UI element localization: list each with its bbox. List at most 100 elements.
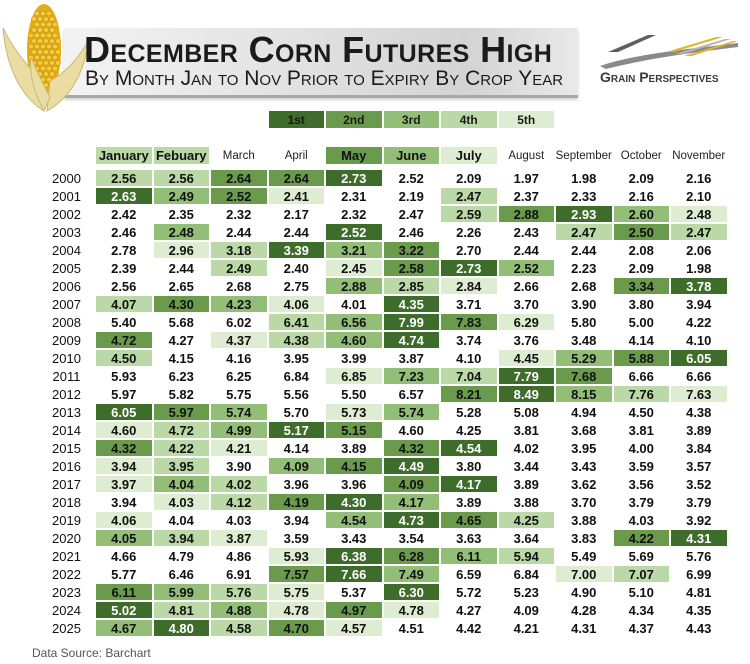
table-cell: 2.31 [325,187,383,205]
table-cell: 5.15 [325,421,383,439]
table-cell: 3.64 [497,529,555,547]
table-cell: 4.27 [440,601,498,619]
table-cell: 2.23 [555,259,613,277]
row-year-label: 2012 [38,385,95,403]
table-row: 2006 2.56 2.65 2.68 2.75 2.88 2.85 2.84 2.66 2.68… [38,277,728,295]
table-row: 2016 3.94 3.95 3.90 4.09 4.15 4.49 3.80 3.44 3.43… [38,457,728,475]
table-cell: 2.09 [440,169,498,187]
corn-kernel [31,38,37,44]
table-cell: 6.11 [95,583,153,601]
table-cell: 2.06 [670,241,728,259]
table-cell: 5.17 [267,421,325,439]
table-row: 2011 5.93 6.23 6.25 6.84 6.85 7.23 7.04 7.79 7.68… [38,367,728,385]
table-cell: 4.86 [210,547,268,565]
table-cell: 2.93 [555,205,613,223]
table-cell: 4.67 [95,619,153,637]
table-cell: 4.10 [440,349,498,367]
table-cell: 3.90 [210,457,268,475]
table-cell: 2.47 [555,223,613,241]
corn-kernel [40,32,46,39]
table-cell: 4.06 [267,295,325,313]
row-year-label: 2020 [38,529,95,547]
table-cell: 2.43 [497,223,555,241]
table-cell: 2.44 [267,223,325,241]
row-year-label: 2022 [38,565,95,583]
table-cell: 4.72 [152,421,210,439]
table-cell: 4.60 [382,421,440,439]
table-cell: 3.34 [612,277,670,295]
table-cell: 3.70 [497,295,555,313]
table-cell: 3.18 [210,241,268,259]
corn-kernel [52,43,58,50]
table-cell: 4.78 [267,601,325,619]
corn-kernel [34,10,40,17]
table-cell: 4.49 [382,457,440,475]
table-cell: 5.76 [210,583,268,601]
table-cell: 5.76 [670,547,728,565]
table-cell: 3.80 [612,295,670,313]
table-cell: 2.64 [267,169,325,187]
table-cell: 4.30 [152,295,210,313]
table-cell: 4.03 [152,493,210,511]
table-cell: 4.07 [95,295,153,313]
table-cell: 6.11 [440,547,498,565]
table-cell: 3.94 [95,493,153,511]
table-cell: 5.00 [612,313,670,331]
table-row: 2004 2.78 2.96 3.18 3.39 3.21 3.22 2.70 2.44 2.44… [38,241,728,259]
table-cell: 4.65 [440,511,498,529]
corn-kernel [37,38,43,44]
row-year-label: 2007 [38,295,95,313]
table-cell: 6.25 [210,367,268,385]
corn-husk-inner [30,56,51,112]
table-cell: 4.80 [152,619,210,637]
table-cell: 4.22 [152,439,210,457]
table-cell: 2.52 [382,169,440,187]
table-cell: 2.48 [670,205,728,223]
table-cell: 3.88 [555,511,613,529]
table-cell: 3.84 [670,439,728,457]
table-cell: 4.81 [152,601,210,619]
table-cell: 4.32 [95,439,153,457]
table-cell: 8.49 [497,385,555,403]
row-year-label: 2025 [38,619,95,637]
legend-rank-5: 5th [497,110,555,129]
corn-kernel [55,60,61,66]
table-cell: 5.80 [555,313,613,331]
table-cell: 6.57 [382,385,440,403]
table-cell: 5.99 [152,583,210,601]
logo-graphic-icon [600,35,738,69]
table-cell: 4.14 [267,439,325,457]
table-cell: 3.92 [670,511,728,529]
table-cell: 4.16 [210,349,268,367]
table-cell: 4.58 [210,619,268,637]
corn-kernel [46,10,52,17]
corn-kernel [52,32,58,39]
table-cell: 4.35 [382,295,440,313]
table-cell: 3.22 [382,241,440,259]
table-cell: 3.94 [95,457,153,475]
corn-kernel [43,71,49,77]
table-cell: 4.28 [555,601,613,619]
corn-kernel [52,65,58,72]
table-cell: 4.38 [267,331,325,349]
table-cell: 4.27 [152,331,210,349]
table-cell: 2.19 [382,187,440,205]
table-cell: 4.10 [670,331,728,349]
corn-kernel [37,27,43,33]
table-row: 2012 5.97 5.82 5.75 5.56 5.50 6.57 8.21 8.49 8.15… [38,385,728,403]
row-year-label: 2005 [38,259,95,277]
table-cell: 2.75 [267,277,325,295]
row-year-label: 2016 [38,457,95,475]
table-cell: 3.81 [497,421,555,439]
table-cell: 5.40 [95,313,153,331]
table-cell: 6.56 [325,313,383,331]
table-cell: 6.84 [267,367,325,385]
corn-kernel [31,27,37,33]
table-cell: 4.25 [440,421,498,439]
table-cell: 7.66 [325,565,383,583]
table-cell: 6.05 [670,349,728,367]
table-cell: 4.31 [670,529,728,547]
table-cell: 5.50 [325,385,383,403]
corn-kernel [43,27,49,33]
corn-kernel [34,21,40,28]
